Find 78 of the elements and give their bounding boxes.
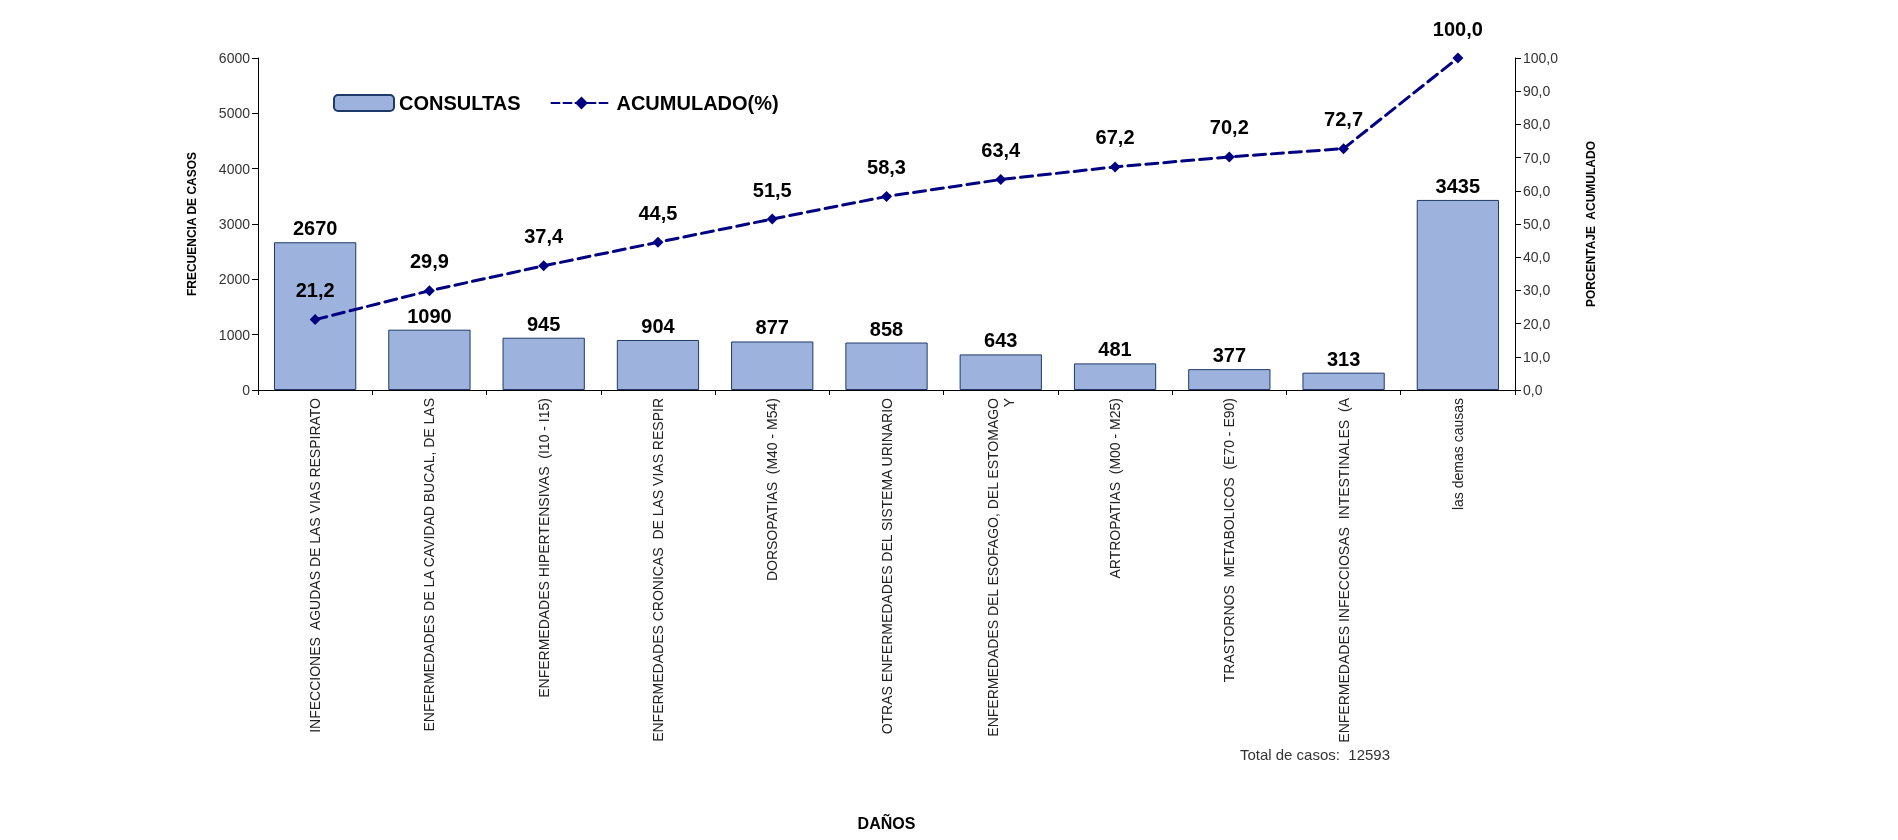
data-label: 37,4 [524, 225, 565, 248]
x-tick-label: ENFERMEDADES DEL ESOFAGO, DEL ESTOMAGO Y [984, 397, 1017, 737]
data-label: 643 [984, 329, 1018, 352]
bar [1302, 372, 1385, 390]
bar [502, 337, 585, 390]
text: Total de casos: 12593 [1239, 746, 1391, 763]
data-label: 481 [1098, 338, 1132, 361]
point [538, 260, 550, 272]
y2-axis-title: PORCENTAJE ACUMULADO [1584, 140, 1598, 308]
y2-tick-label: 60,0 [1523, 182, 1551, 199]
y2-tick-label: 10,0 [1523, 348, 1551, 365]
data-label: 63,4 [981, 139, 1022, 162]
bar [959, 354, 1042, 390]
bar [731, 341, 814, 390]
data-label: 100,0 [1432, 17, 1483, 40]
data-label: 1090 [407, 304, 452, 327]
y2-tick-label: 30,0 [1523, 282, 1551, 299]
data-label: 945 [526, 312, 561, 335]
data-label: 67,2 [1095, 126, 1135, 149]
data-label: 72,7 [1324, 108, 1364, 131]
data-label: 21,2 [295, 279, 335, 302]
bar [1073, 363, 1157, 390]
x-tick-label: OTRAS ENFERMEDADES DEL SISTEMA URINARIO [878, 397, 895, 735]
y-tick-label: 4000 [218, 160, 251, 177]
x-tick-label: TRASTORNOS METABOLICOS (E70 - E90) [1221, 398, 1238, 683]
point [1338, 143, 1350, 155]
x-tick-label: ARTROPATIAS (M00 - M25) [1107, 398, 1124, 579]
bar [1188, 369, 1271, 390]
bar [388, 329, 471, 390]
data-label: 313 [1326, 347, 1361, 370]
y2-tick-label: 100,0 [1523, 50, 1559, 66]
data-label: 877 [755, 316, 789, 339]
y-tick-label: 6000 [218, 50, 251, 66]
x-tick-label: INFECCIONES AGUDAS DE LAS VIAS RESPIRATO [307, 397, 324, 733]
y2-tick-label: 40,0 [1523, 249, 1551, 266]
data-label: 29,9 [409, 250, 449, 273]
x-tick-label: ENFERMEDADES INFECCIOSAS INTESTINALES (A [1335, 397, 1352, 743]
y2-tick-label: 50,0 [1523, 216, 1551, 232]
y2-tick-label: 80,0 [1523, 116, 1551, 133]
x-tick-label: ENFERMEDADES HIPERTENSIVAS (I10 - I15) [535, 398, 552, 698]
point [652, 236, 664, 248]
data-label: 904 [641, 314, 676, 337]
bar [274, 242, 357, 390]
y2-tick-label: 70,0 [1523, 149, 1551, 166]
legend-label: ACUMULADO(%) [616, 92, 779, 114]
data-label: 2670 [292, 217, 338, 240]
point [881, 190, 892, 202]
legend-label: CONSULTAS [399, 92, 521, 114]
data-label: 377 [1212, 344, 1247, 367]
data-label: 58,3 [867, 155, 906, 178]
data-label: 51,5 [752, 178, 792, 201]
x-axis-title: DAÑOS [857, 812, 916, 832]
data-label: 44,5 [638, 201, 678, 224]
y-tick-label: 1000 [218, 326, 251, 343]
point [995, 174, 1007, 186]
bar [616, 339, 700, 390]
bar [1416, 199, 1499, 390]
point [423, 285, 435, 297]
point [1452, 52, 1464, 64]
y-tick-label: 2000 [218, 271, 251, 288]
y2-tick-label: 0,0 [1523, 382, 1543, 398]
bar [845, 342, 928, 390]
y-tick-label: 0 [242, 382, 251, 398]
y-tick-label: 5000 [218, 105, 251, 122]
x-tick-label: ENFERMEDADES CRONICAS DE LAS VIAS RESPIR [649, 398, 666, 742]
y2-tick-label: 90,0 [1523, 83, 1551, 100]
point [1109, 161, 1121, 173]
data-label: 858 [869, 317, 904, 340]
y-tick-label: 3000 [218, 216, 251, 232]
y-axis-title: FRECUENCIA DE CASOS [185, 151, 199, 297]
x-tick-label: las demas causas [1449, 398, 1466, 511]
data-label: 3435 [1435, 174, 1481, 197]
x-tick-label: ENFERMEDADES DE LA CAVIDAD BUCAL, DE LAS [421, 398, 438, 732]
data-label: 70,2 [1209, 116, 1249, 139]
y2-tick-label: 20,0 [1523, 315, 1551, 332]
point [766, 213, 778, 225]
point [309, 314, 321, 326]
x-tick-label: DORSOPATIAS (M40 - M54) [764, 398, 781, 582]
